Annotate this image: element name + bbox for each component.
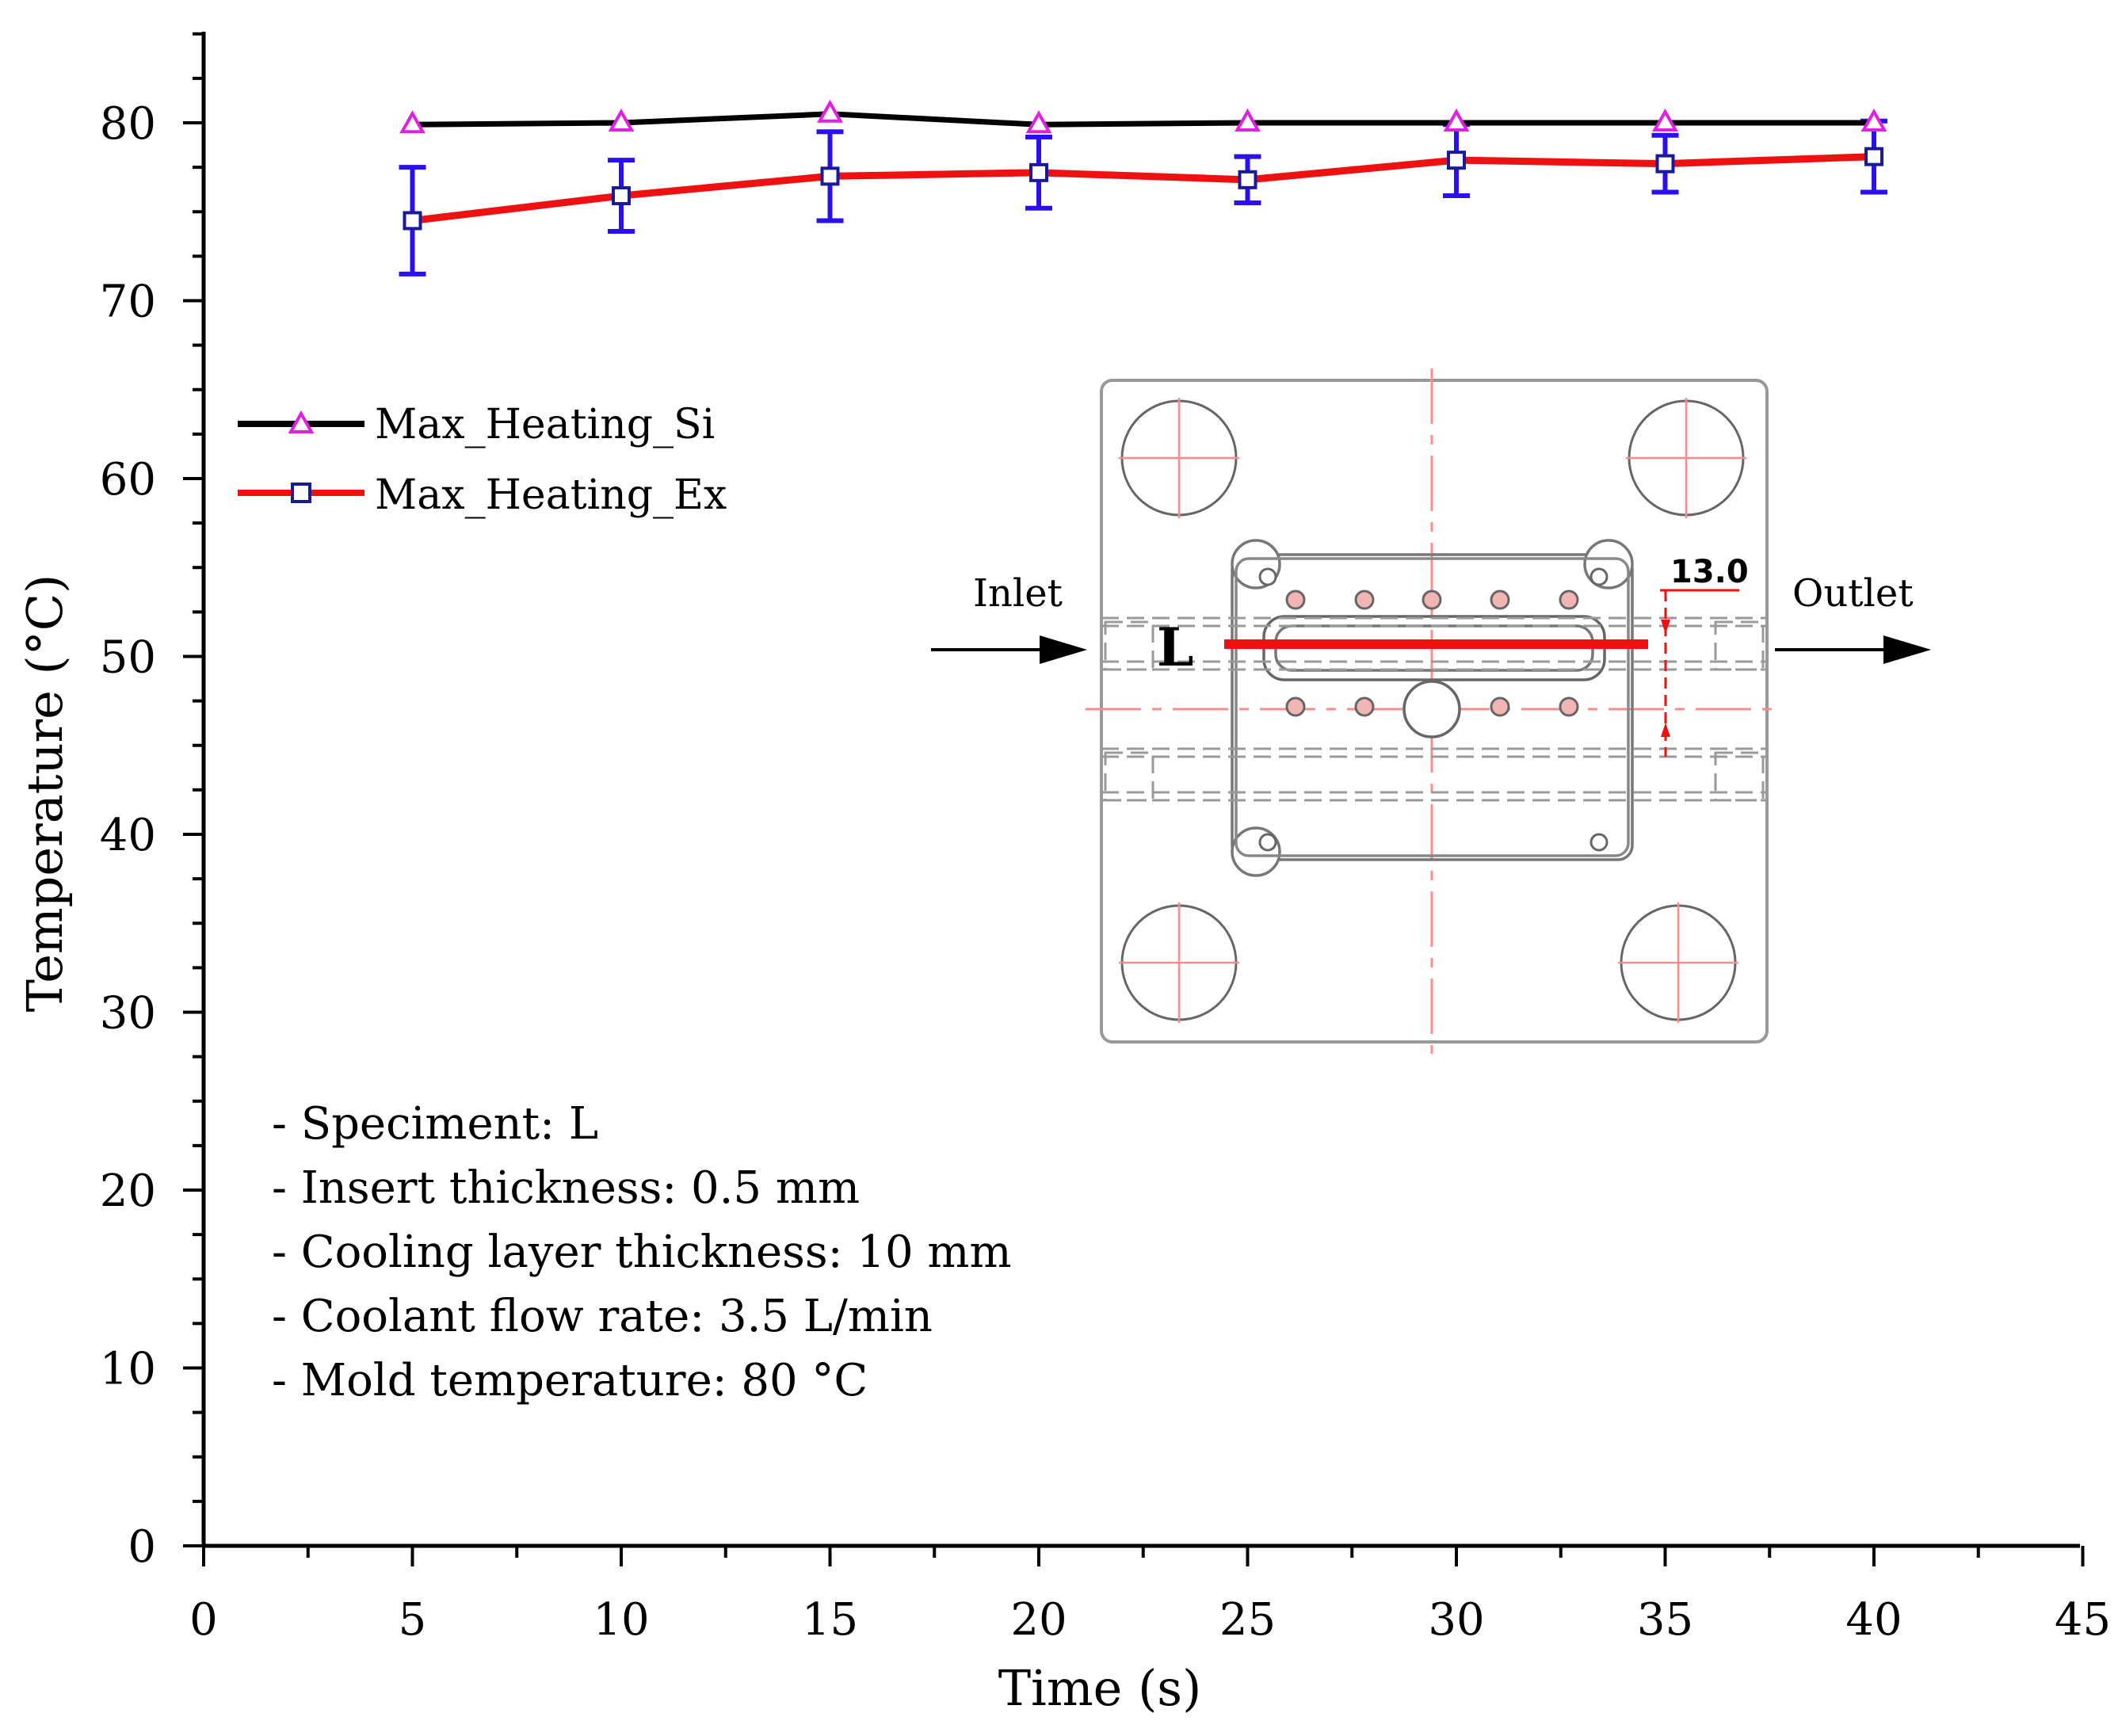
y-tick-label: 50 — [100, 632, 156, 684]
inset-cooling-channels — [1101, 616, 1767, 802]
series-line-max-heating-ex — [411, 153, 1875, 224]
x-tick-label: 40 — [1845, 1594, 1902, 1646]
marker-triangle-max-heating-si — [1235, 108, 1261, 132]
x-tick-label: 35 — [1637, 1594, 1693, 1646]
y-tick-label: 0 — [128, 1521, 156, 1573]
specimen-label: L — [1157, 616, 1193, 678]
legend-marker-square — [291, 483, 311, 503]
y-tick-label: 30 — [100, 988, 156, 1040]
x-tick-label: 25 — [1219, 1594, 1276, 1646]
outlet-label: Outlet — [1792, 571, 1914, 616]
dimension-label: 13.0 — [1670, 554, 1749, 590]
x-tick-label: 15 — [802, 1594, 858, 1646]
y-tick-label: 20 — [100, 1166, 156, 1217]
y-tick-label: 70 — [100, 277, 156, 328]
condition-notes: - Speciment: L - Insert thickness: 0.5 m… — [272, 1098, 1012, 1406]
y-tick-label: 80 — [100, 98, 156, 150]
marker-triangle-max-heating-si — [399, 110, 426, 134]
marker-square-max-heating-ex — [1238, 170, 1257, 189]
inset-corner-holes — [1119, 398, 1746, 1023]
marker-square-max-heating-ex — [1447, 151, 1466, 170]
y-tick-label: 10 — [100, 1344, 156, 1395]
x-ticks: 0 5 10 15 20 25 30 35 40 45 — [189, 1546, 2111, 1646]
marker-square-max-heating-ex — [1029, 162, 1048, 182]
series-line-max-heating-si — [412, 111, 1874, 128]
legend-label-si: Max_Heating_Si — [375, 401, 715, 448]
note-cooling-layer: - Cooling layer thickness: 10 mm — [272, 1227, 1012, 1278]
inlet-arrow — [931, 635, 1087, 664]
x-tick-label: 30 — [1428, 1594, 1484, 1646]
dimension-marker: 13.0 — [1660, 554, 1749, 757]
mold-inset: L 13.0 Inlet Outlet — [931, 368, 1931, 1054]
note-insert-thickness: - Insert thickness: 0.5 mm — [272, 1162, 860, 1214]
x-axis-title: Time (s) — [998, 1659, 1202, 1717]
y-ticks: 0 10 20 30 40 50 60 70 80 — [100, 32, 204, 1573]
inlet-label: Inlet — [973, 571, 1063, 616]
marker-triangle-max-heating-si — [1860, 108, 1887, 132]
y-tick-label: 40 — [100, 810, 156, 861]
marker-square-max-heating-ex — [1864, 147, 1883, 166]
y-tick-label: 60 — [100, 454, 156, 506]
outlet-arrow — [1775, 635, 1931, 664]
x-tick-label: 10 — [593, 1594, 649, 1646]
marker-square-max-heating-ex — [403, 211, 422, 231]
marker-triangle-max-heating-si — [1443, 108, 1470, 132]
marker-square-max-heating-ex — [612, 186, 631, 206]
x-tick-label: 5 — [399, 1594, 427, 1646]
y-axis-title: Temperature (°C) — [16, 574, 74, 1013]
x-tick-label: 0 — [189, 1594, 218, 1646]
x-tick-label: 20 — [1010, 1594, 1067, 1646]
marker-triangle-max-heating-si — [608, 108, 635, 132]
marker-triangle-max-heating-si — [817, 99, 843, 123]
inset-pin-holes — [1258, 567, 1609, 852]
marker-triangle-max-heating-si — [1025, 110, 1052, 134]
note-mold-temperature: - Mold temperature: 80 °C — [272, 1355, 868, 1406]
x-tick-label: 45 — [2055, 1594, 2111, 1646]
marker-square-max-heating-ex — [1655, 154, 1675, 174]
marker-triangle-max-heating-si — [1652, 108, 1678, 132]
legend-marker-triangle — [288, 410, 315, 433]
legend-label-ex: Max_Heating_Ex — [375, 471, 727, 519]
note-specimen: - Speciment: L — [272, 1098, 598, 1150]
legend: Max_Heating_Si Max_Heating_Ex — [238, 401, 727, 519]
plot-series — [399, 99, 1887, 277]
marker-square-max-heating-ex — [820, 166, 840, 186]
note-coolant-flow: - Coolant flow rate: 3.5 L/min — [272, 1291, 933, 1342]
